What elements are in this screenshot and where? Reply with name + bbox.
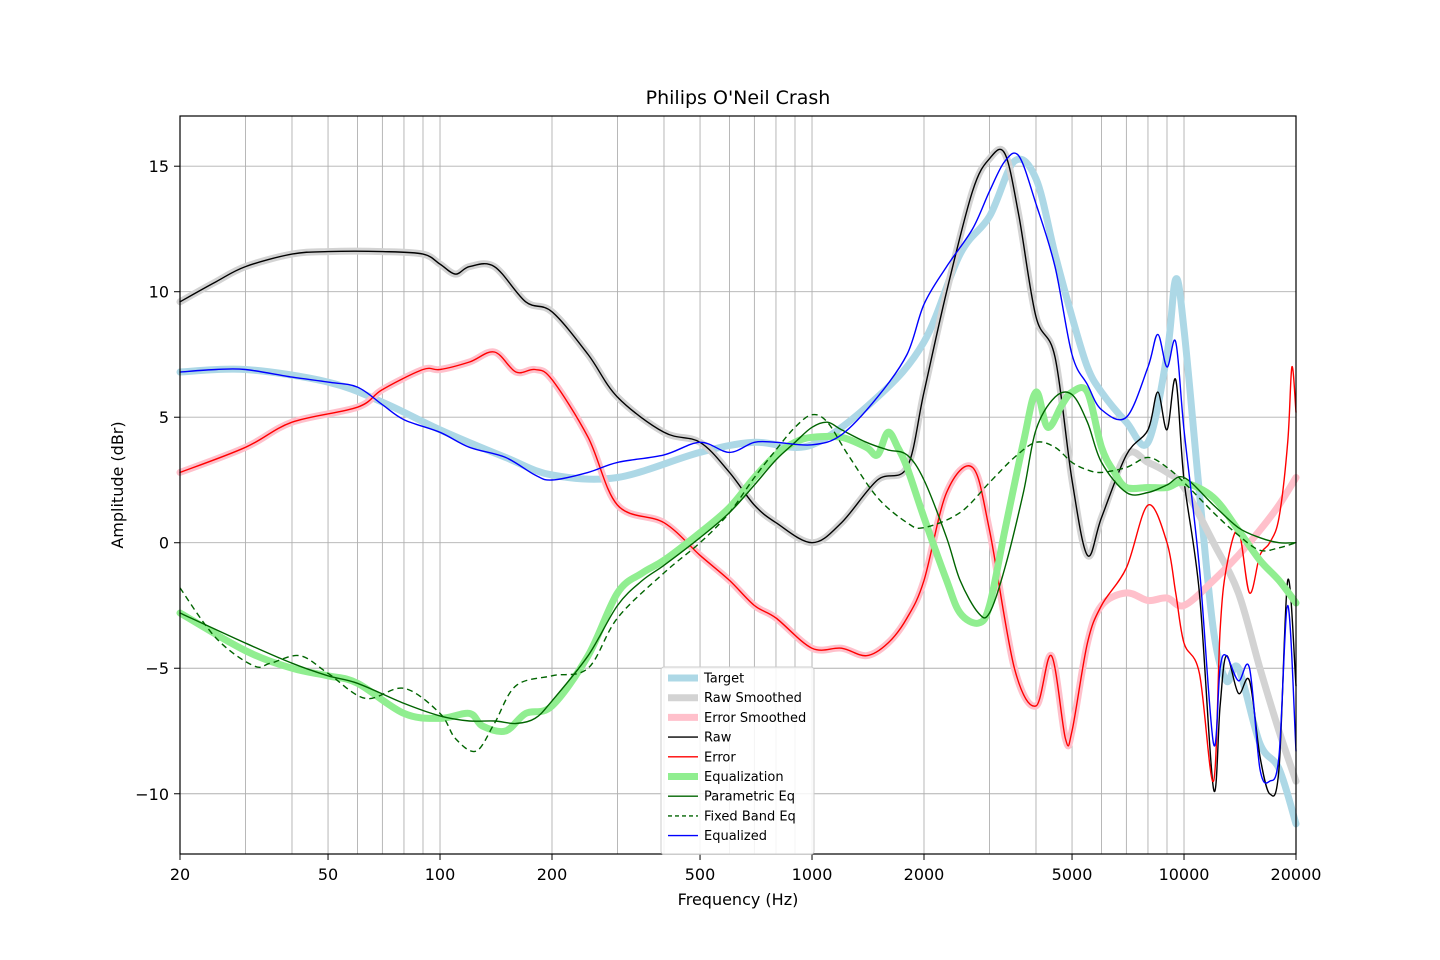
y-tick-label: 0 [159, 534, 169, 553]
y-tick-label: −5 [145, 659, 169, 678]
legend-entry: Raw Smoothed [704, 691, 802, 706]
series-raw [179, 148, 1297, 797]
legend-box [660, 666, 815, 855]
y-axis-label: Amplitude (dBr) [108, 421, 127, 548]
y-tick-label: 15 [149, 157, 169, 176]
y-tick-label: −10 [135, 785, 169, 804]
legend-entry: Error Smoothed [704, 711, 806, 726]
x-axis-label: Frequency (Hz) [678, 890, 799, 909]
x-tick-label: 500 [685, 865, 716, 884]
x-tick-label: 100 [425, 865, 456, 884]
legend-entry: Parametric Eq [704, 790, 795, 805]
series-equalized [179, 152, 1297, 784]
series-parametric-eq [179, 391, 1297, 725]
x-tick-label: 2000 [904, 865, 945, 884]
y-axis: −10 −5 0 5 10 15 [135, 157, 180, 804]
legend-entry: Target [703, 672, 744, 687]
plot-area [176, 145, 1300, 828]
x-tick-label: 1000 [792, 865, 833, 884]
legend-entry: Error [704, 750, 736, 765]
y-tick-label: 10 [149, 283, 169, 302]
x-axis: 20 50 100 200 500 1000 2000 5000 10000 20000 [170, 854, 1322, 884]
x-tick-label: 10000 [1159, 865, 1210, 884]
legend-entry: Equalized [704, 829, 767, 844]
legend: Target Raw Smoothed Error Smoothed Raw Error… [660, 666, 815, 855]
x-tick-label: 50 [318, 865, 338, 884]
x-tick-label: 20000 [1271, 865, 1322, 884]
x-tick-label: 200 [537, 865, 568, 884]
series-target [176, 155, 1300, 828]
y-tick-label: 5 [159, 408, 169, 427]
chart-title: Philips O'Neil Crash [646, 87, 831, 109]
x-tick-label: 20 [170, 865, 190, 884]
series-equalization [176, 384, 1300, 736]
x-tick-label: 5000 [1052, 865, 1093, 884]
legend-entry: Fixed Band Eq [704, 809, 796, 824]
legend-entry: Raw [704, 731, 732, 746]
legend-entry: Equalization [704, 770, 784, 785]
series-error [179, 351, 1297, 782]
